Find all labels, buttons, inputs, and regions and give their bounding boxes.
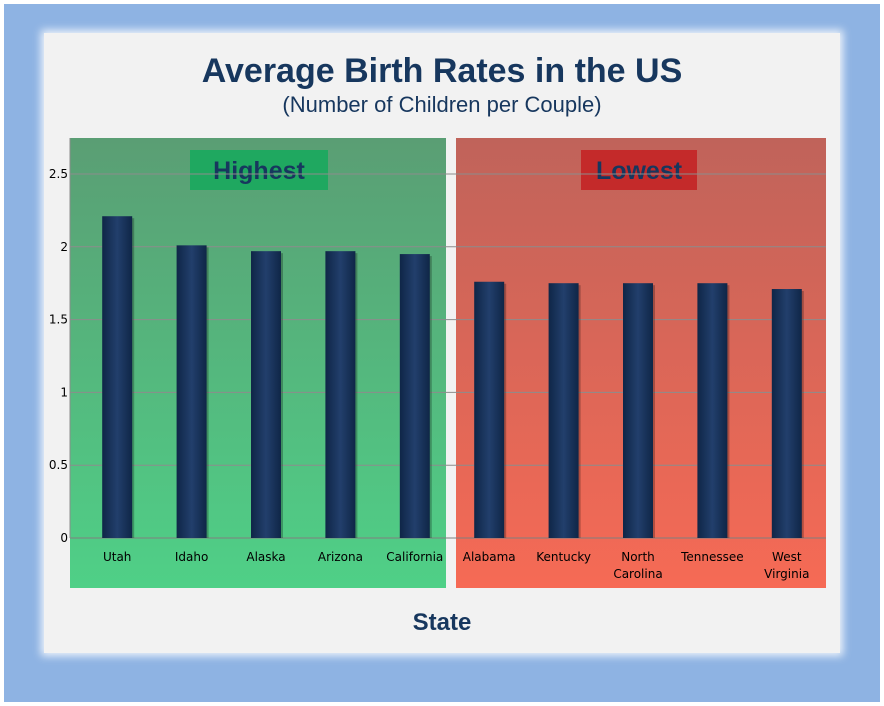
group-label-lowest: Lowest (596, 157, 683, 185)
y-tick-label: 2.5 (49, 167, 68, 181)
bar-kentucky (548, 283, 579, 538)
y-tick-label: 1 (60, 385, 68, 399)
x-tick-label: Alaska (246, 550, 285, 564)
x-tick-label: Alabama (463, 550, 516, 564)
y-tick-label: 0 (60, 531, 68, 545)
chart-title: Average Birth Rates in the US (201, 52, 683, 90)
x-tick-label: Tennessee (680, 550, 744, 564)
bar-california (399, 254, 430, 538)
x-tick-label: Kentucky (536, 550, 591, 564)
bar-idaho (176, 245, 207, 538)
bar-utah (102, 216, 133, 538)
bar-alaska (251, 251, 281, 538)
x-tick-label: Utah (103, 550, 131, 564)
y-tick-label: 0.5 (49, 458, 68, 472)
group-label-highest: Highest (213, 157, 305, 185)
x-axis-label: State (412, 609, 472, 636)
bar-tennessee (697, 283, 728, 538)
bar-arizona (325, 251, 356, 538)
x-tick-label: Arizona (318, 550, 363, 564)
group-badge-lowest (581, 150, 697, 190)
chart-subtitle: (Number of Children per Couple) (282, 92, 602, 117)
bar-north-carolina (623, 283, 653, 538)
x-tick-label: Idaho (175, 550, 208, 564)
bar-alabama (474, 281, 505, 538)
y-tick-label: 1.5 (49, 313, 68, 327)
x-tick-label: California (386, 550, 443, 564)
x-tick-label: West Virginia (764, 550, 809, 581)
y-tick-label: 2 (60, 240, 68, 254)
group-badge-highest (190, 150, 328, 190)
x-tick-label: North Carolina (613, 550, 662, 581)
bar-west-virginia (771, 289, 802, 538)
